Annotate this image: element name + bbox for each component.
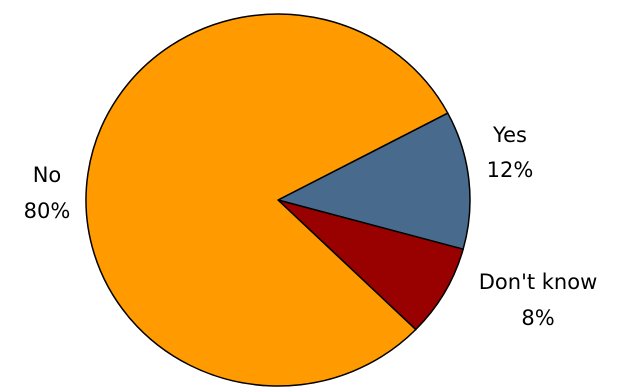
label-dont-know-pct: 8%	[521, 306, 554, 330]
label-yes-pct: 12%	[487, 158, 534, 182]
pie-slice-don-t-know	[277, 199, 464, 331]
label-dont-know: Don't know	[479, 270, 598, 294]
pie-slices	[85, 13, 471, 387]
label-no-pct: 80%	[24, 199, 71, 223]
label-yes: Yes	[492, 123, 527, 147]
pie-slice-yes	[277, 112, 471, 250]
pie-slice-no	[85, 13, 449, 387]
label-no: No	[33, 163, 62, 187]
